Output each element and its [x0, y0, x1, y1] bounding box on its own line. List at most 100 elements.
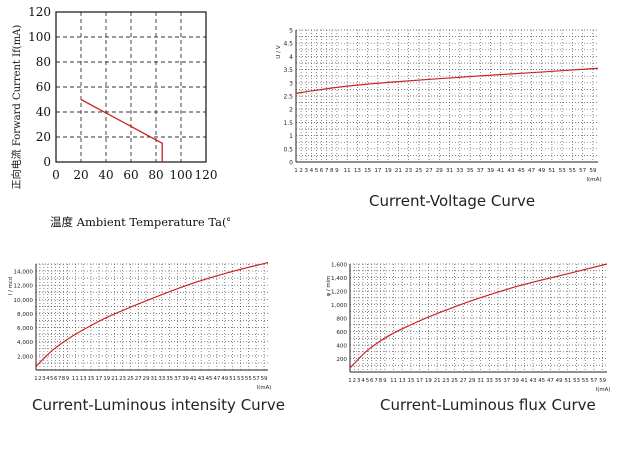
iphi-chart-panel: 1 2 3 4 5 6 7 8 9 11 13 15 17 19 21 23 25 27 29 31 33 35 37 39 4…	[320, 256, 618, 394]
x-tick-label: 57	[579, 168, 587, 174]
y-axis-label: φ / mlm	[326, 276, 332, 297]
x-tick-label: 47	[528, 168, 536, 174]
y-tick-label: 0.5	[283, 146, 293, 153]
iiv-chart: 1 2 3 4 5 6 7 8 9 11 13 15 17 19 21 23 25 27 29 31 33 35 37 39 4…	[8, 262, 271, 391]
x-tick-label: 13	[399, 378, 406, 384]
x-tick-label: 31	[151, 376, 158, 382]
x-tick-label: 53	[237, 376, 244, 382]
x-tick-label: 35	[466, 168, 474, 174]
x-tick-label: 17	[374, 168, 382, 174]
y-tick-label: 400	[336, 344, 347, 350]
x-tick-label: 27	[135, 376, 142, 382]
x-tick-label: 2	[38, 376, 41, 382]
x-tick-label: 7	[325, 168, 329, 174]
x-tick-label: 49	[538, 168, 546, 174]
y-tick-label: 4.5	[283, 41, 293, 48]
y-tick-label: 2.5	[283, 94, 293, 101]
x-tick-label: 1	[294, 168, 298, 174]
x-tick-label: 25	[415, 168, 423, 174]
y-tick-label: 200	[336, 357, 347, 363]
y-tick-label: 1,400	[331, 276, 347, 282]
y-tick-label: 1,000	[331, 303, 347, 309]
y-tick-label: 20	[36, 130, 51, 144]
x-tick-label: 6	[370, 378, 374, 384]
x-tick-label: 23	[119, 376, 126, 382]
x-tick-label: 17	[416, 378, 423, 384]
x-tick-label: 25	[451, 378, 458, 384]
x-tick-label: 80	[148, 168, 163, 182]
x-tick-label: 15	[408, 378, 415, 384]
x-tick-label: 8	[62, 376, 66, 382]
y-tick-label: 120	[28, 5, 51, 19]
x-tick-label: 3	[42, 376, 45, 382]
x-tick-label: 4	[361, 378, 365, 384]
x-tick-label: 8	[379, 378, 383, 384]
x-tick-label: 9	[66, 376, 70, 382]
x-tick-label: 45	[518, 168, 526, 174]
iiv-caption: Current-Luminous intensity Curve	[32, 396, 285, 414]
iv-chart-panel: 1 2 3 4 5 6 7 8 9 11 13 15 17 19 21 23 25 27 29 31 33 35 37 39 4…	[268, 22, 618, 190]
x-tick-label: 45	[538, 378, 545, 384]
x-tick-label: 43	[507, 168, 515, 174]
x-tick-label: 23	[405, 168, 413, 174]
y-tick-label: 14,000	[13, 270, 33, 276]
y-tick-label: 40	[36, 105, 51, 119]
x-tick-label: 21	[434, 378, 441, 384]
x-tick-label: 13	[80, 376, 87, 382]
x-tick-label: 120	[195, 168, 218, 182]
x-tick-label: 25	[127, 376, 134, 382]
x-tick-label: 37	[477, 168, 485, 174]
x-tick-label: 21	[111, 376, 118, 382]
series-curve	[35, 262, 269, 367]
x-tick-label: 6	[320, 168, 324, 174]
x-tick-label: 19	[103, 376, 110, 382]
x-tick-label: 55	[582, 378, 589, 384]
x-tick-label: 39	[487, 168, 495, 174]
y-tick-label: 2,000	[17, 354, 33, 360]
x-tick-label: 13	[354, 168, 362, 174]
series-curve	[349, 263, 608, 369]
x-tick-label: 29	[143, 376, 150, 382]
x-tick-label: 37	[174, 376, 181, 382]
x-axis-label: I(mA)	[596, 387, 611, 392]
x-tick-label: 59	[599, 378, 606, 384]
x-tick-label: 31	[446, 168, 454, 174]
x-tick-label: 41	[190, 376, 197, 382]
x-tick-label: 37	[503, 378, 510, 384]
y-axis-label: I / mcd	[8, 277, 14, 295]
y-tick-label: 1	[289, 133, 293, 140]
x-tick-label: 57	[591, 378, 598, 384]
y-tick-label: 80	[36, 55, 51, 69]
x-tick-label: 6	[54, 376, 58, 382]
y-tick-label: 2	[289, 107, 293, 114]
iphi-caption: Current-Luminous flux Curve	[380, 396, 596, 414]
x-tick-label: 45	[206, 376, 213, 382]
x-tick-label: 40	[98, 168, 113, 182]
x-tick-label: 27	[426, 168, 434, 174]
y-tick-label: 8,000	[17, 312, 33, 318]
y-axis-label: U / V	[276, 45, 282, 59]
iv-caption: Current-Voltage Curve	[369, 192, 536, 210]
x-tick-label: 33	[456, 168, 464, 174]
x-tick-label: 31	[477, 378, 484, 384]
y-tick-label: 600	[336, 330, 347, 336]
x-axis-label: 温度 Ambient Temperature Ta(℃)	[50, 215, 230, 229]
x-tick-label: 43	[530, 378, 537, 384]
y-tick-label: 1.5	[283, 120, 293, 127]
y-tick-label: 12,000	[13, 284, 33, 290]
x-tick-label: 15	[88, 376, 95, 382]
x-tick-label: 100	[170, 168, 193, 182]
x-tick-label: 59	[589, 168, 597, 174]
y-tick-label: 0	[289, 160, 293, 167]
x-tick-label: 57	[253, 376, 260, 382]
x-tick-label: 49	[556, 378, 563, 384]
y-tick-label: 6,000	[17, 326, 33, 332]
y-axis-label: 正向电流 Forward Current If(mA)	[10, 25, 23, 190]
x-tick-label: 4	[46, 376, 50, 382]
y-tick-label: 800	[336, 317, 347, 323]
x-tick-label: 20	[73, 168, 88, 182]
y-tick-label: 3	[289, 80, 293, 87]
y-tick-label: 60	[36, 80, 51, 94]
x-tick-label: 53	[573, 378, 580, 384]
